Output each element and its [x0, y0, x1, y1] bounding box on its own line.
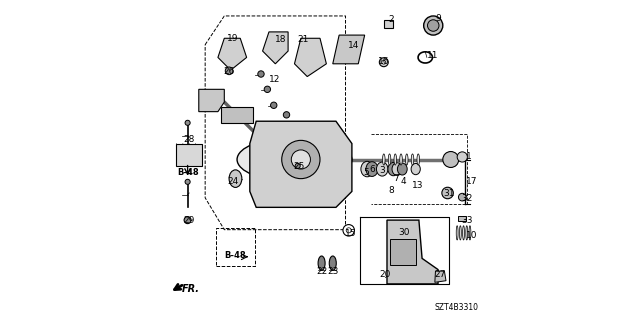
Text: 2: 2	[388, 15, 394, 24]
Text: 22: 22	[316, 267, 327, 276]
Ellipse shape	[469, 226, 471, 240]
Ellipse shape	[392, 163, 403, 175]
Circle shape	[185, 179, 190, 184]
Text: 26: 26	[223, 67, 235, 76]
Ellipse shape	[394, 154, 397, 165]
Text: 28: 28	[183, 135, 195, 144]
Ellipse shape	[466, 226, 468, 240]
Circle shape	[346, 228, 351, 233]
Text: 3: 3	[380, 166, 385, 175]
Ellipse shape	[376, 162, 388, 176]
Ellipse shape	[411, 163, 420, 175]
Circle shape	[343, 225, 355, 236]
Circle shape	[284, 112, 290, 118]
Polygon shape	[250, 121, 352, 207]
Ellipse shape	[456, 226, 458, 240]
Text: 5: 5	[364, 168, 369, 177]
Circle shape	[295, 163, 300, 168]
Polygon shape	[435, 271, 446, 282]
Text: 8: 8	[388, 186, 394, 195]
Text: 10: 10	[465, 231, 477, 240]
Text: FR.: FR.	[182, 284, 200, 294]
Text: 27: 27	[434, 270, 445, 279]
Text: 20: 20	[380, 271, 391, 279]
Polygon shape	[262, 32, 288, 64]
Text: 17: 17	[466, 177, 477, 186]
Text: 4: 4	[401, 177, 406, 186]
Text: SZT4B3310: SZT4B3310	[435, 303, 479, 312]
Text: 11: 11	[427, 51, 438, 60]
Bar	[384, 20, 394, 28]
Text: B-48: B-48	[177, 168, 198, 177]
Polygon shape	[387, 220, 438, 284]
Circle shape	[282, 140, 320, 179]
Polygon shape	[218, 38, 246, 70]
Circle shape	[442, 187, 453, 199]
Circle shape	[428, 20, 439, 31]
Text: 25: 25	[294, 162, 305, 171]
Bar	[221, 107, 253, 123]
Text: 12: 12	[269, 75, 280, 84]
Circle shape	[291, 150, 310, 169]
Circle shape	[185, 120, 190, 125]
Ellipse shape	[400, 154, 403, 165]
Ellipse shape	[460, 226, 461, 240]
Text: 6: 6	[370, 165, 376, 174]
Text: 21: 21	[298, 35, 309, 44]
Ellipse shape	[237, 137, 352, 182]
Text: 16: 16	[378, 57, 390, 66]
Ellipse shape	[318, 256, 325, 271]
Text: 18: 18	[275, 35, 287, 44]
Circle shape	[457, 152, 467, 162]
Circle shape	[264, 86, 271, 93]
Polygon shape	[333, 35, 365, 64]
Text: 24: 24	[228, 177, 239, 186]
Polygon shape	[177, 144, 202, 166]
Circle shape	[225, 67, 233, 75]
Circle shape	[258, 71, 264, 77]
Text: 7: 7	[393, 174, 399, 182]
Text: 1: 1	[465, 152, 471, 161]
Ellipse shape	[463, 226, 465, 240]
Ellipse shape	[388, 162, 399, 176]
Circle shape	[271, 102, 277, 108]
Polygon shape	[294, 38, 326, 77]
Text: 13: 13	[412, 181, 423, 190]
Circle shape	[382, 60, 386, 64]
Text: 33: 33	[461, 216, 472, 225]
Ellipse shape	[383, 154, 385, 165]
Bar	[458, 216, 467, 221]
Bar	[390, 239, 416, 265]
Ellipse shape	[366, 162, 378, 176]
Ellipse shape	[329, 256, 336, 271]
Text: B-48: B-48	[225, 251, 246, 260]
Ellipse shape	[417, 154, 420, 165]
Text: 19: 19	[227, 34, 238, 43]
Circle shape	[458, 193, 466, 201]
Circle shape	[424, 16, 443, 35]
Circle shape	[380, 58, 388, 67]
Text: 15: 15	[344, 229, 356, 238]
Ellipse shape	[361, 161, 374, 177]
Polygon shape	[199, 89, 224, 112]
Ellipse shape	[388, 154, 391, 165]
Ellipse shape	[412, 154, 414, 165]
Text: 29: 29	[183, 216, 195, 225]
Text: 14: 14	[348, 41, 359, 50]
Text: 32: 32	[461, 194, 472, 203]
Text: 31: 31	[444, 189, 455, 198]
Ellipse shape	[229, 170, 242, 188]
Text: 23: 23	[328, 267, 339, 276]
Text: 9: 9	[435, 14, 441, 23]
Text: 30: 30	[398, 228, 410, 237]
Ellipse shape	[397, 163, 407, 175]
Ellipse shape	[406, 154, 408, 165]
Circle shape	[184, 217, 191, 224]
Circle shape	[443, 152, 459, 167]
